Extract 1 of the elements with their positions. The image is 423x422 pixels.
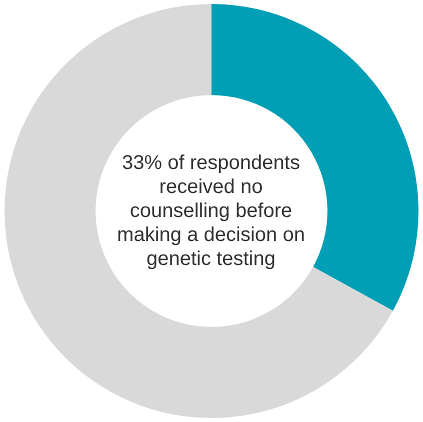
text: 33% of respondents received no counselling before making a decision on genetic testing [116, 151, 306, 272]
